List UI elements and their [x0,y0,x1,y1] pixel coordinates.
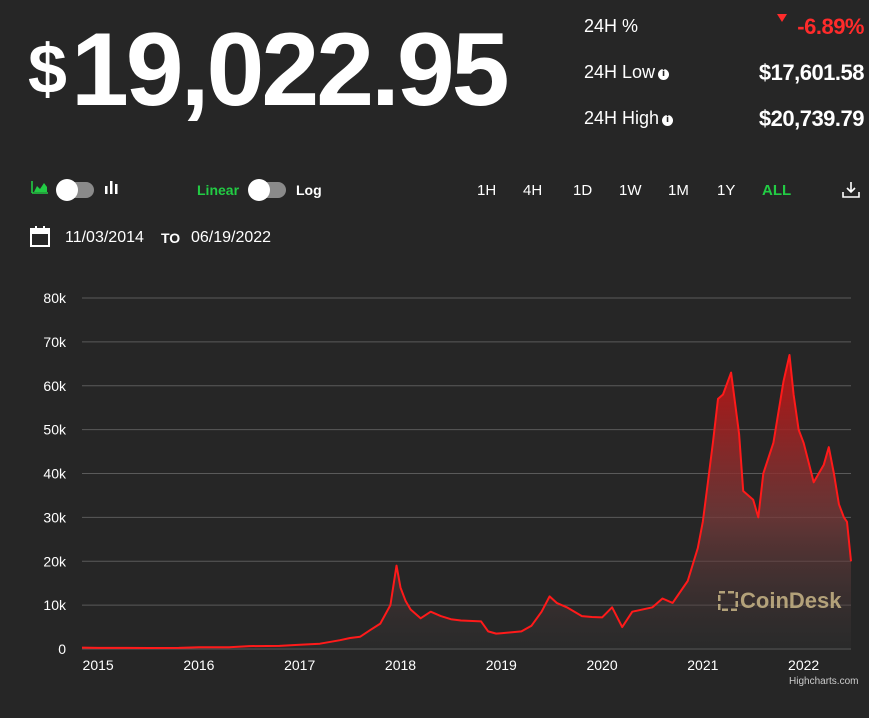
range-4h-button[interactable]: 4H [523,182,543,199]
y-tick-label: 80k [43,290,67,306]
stat-label-text: 24H Low [584,62,656,82]
y-tick-label: 20k [43,553,67,569]
price-line [81,354,852,649]
calendar-icon[interactable] [30,226,50,247]
stat-value: -6.89% [777,14,864,40]
y-tick-label: 70k [43,334,67,350]
scale-toggle[interactable] [248,179,286,201]
stat-24h-percent: 24H % -6.89% [584,12,864,58]
stat-label: 24H Low i [584,62,670,83]
highcharts-credit[interactable]: Highcharts.com [789,676,859,687]
range-1d-button[interactable]: 1D [573,182,593,199]
price-area [82,355,851,649]
stat-label-text: 24H High [584,108,660,128]
scale-linear-label[interactable]: Linear [197,182,240,198]
current-price: $19,022.95 [28,18,510,122]
date-from[interactable]: 11/03/2014 [65,229,144,246]
watermark-text: CoinDesk [740,588,842,613]
y-tick-label: 40k [43,466,67,482]
y-tick-label: 50k [43,422,67,438]
chart-type-toggle[interactable] [56,179,94,201]
scale-log-label[interactable]: Log [296,182,322,198]
chart-controls: Linear Log 1H 4H 1D 1W 1M 1Y ALL [0,170,869,210]
x-tick-label: 2019 [486,657,517,673]
toggle-knob [56,179,78,201]
range-1y-button[interactable]: 1Y [717,182,736,199]
info-icon[interactable]: i [662,115,674,126]
range-1m-button[interactable]: 1M [668,182,689,199]
y-axis-labels: 0 10k 20k 30k 40k 50k 60k 70k 80k [43,290,67,657]
coindesk-watermark: CoinDesk [717,588,842,614]
coindesk-logo-icon [717,590,739,612]
stat-value: $17,601.58 [758,60,865,85]
y-tick-label: 60k [43,378,67,394]
download-icon[interactable] [842,181,860,199]
x-tick-label: 2016 [183,657,214,673]
range-1h-button[interactable]: 1H [477,182,497,199]
x-tick-label: 2022 [788,657,819,673]
stat-24h-high: 24H High i $20,739.79 [584,104,865,150]
stat-24h-low: 24H Low i $17,601.58 [584,58,865,104]
area-chart-icon[interactable] [31,180,49,194]
range-1w-button[interactable]: 1W [619,182,642,199]
down-triangle-icon [777,14,788,22]
y-tick-label: 10k [43,597,67,613]
currency-symbol: $ [28,30,67,108]
range-all-button[interactable]: ALL [762,182,792,199]
info-icon[interactable]: i [658,69,670,80]
x-tick-label: 2017 [284,657,315,673]
x-tick-label: 2018 [385,657,416,673]
price-amount: 19,022.95 [70,12,510,128]
stat-label: 24H High i [584,108,674,129]
x-tick-label: 2015 [83,657,114,673]
date-to-label: TO [161,230,181,246]
y-tick-label: 30k [43,509,67,525]
y-tick-label: 0 [58,641,66,657]
date-to[interactable]: 06/19/2022 [191,229,272,246]
stat-value: $20,739.79 [758,106,865,131]
bar-chart-icon[interactable] [104,179,120,194]
percent-change-value: -6.89% [797,14,864,39]
toggle-knob [248,179,270,201]
x-tick-label: 2020 [586,657,617,673]
x-axis-labels: 2015 2016 2017 2018 2019 2020 2021 2022 [83,657,820,673]
stats-panel: 24H % -6.89% 24H Low i $17,601.58 24H Hig… [584,12,865,150]
x-tick-label: 2021 [687,657,718,673]
stat-label: 24H % [584,16,639,36]
